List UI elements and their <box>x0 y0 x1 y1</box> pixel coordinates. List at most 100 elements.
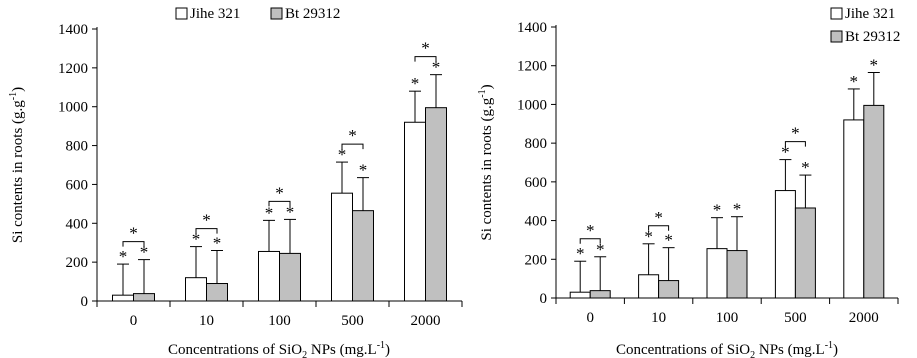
group-significance-star: * <box>791 124 800 143</box>
y-tick-label: 1400 <box>517 20 547 36</box>
x-tick-label: 0 <box>130 313 138 329</box>
comparison-bracket <box>122 241 145 247</box>
y-axis-title-main: Si contents in roots (g.g <box>10 100 26 243</box>
x-axis-title-mid: NPs (mg.L <box>307 342 377 358</box>
significance-star: * <box>265 203 274 222</box>
y-tick-label: 400 <box>66 216 89 232</box>
x-axis-title-main: Concentrations of SiO <box>616 342 750 358</box>
significance-star: * <box>411 74 420 93</box>
comparison-bracket <box>579 238 601 244</box>
y-tick-label: 0 <box>540 291 548 307</box>
comparison-bracket <box>341 143 364 150</box>
comparison-bracket <box>414 56 437 62</box>
legend-label: Bt 29312 <box>285 6 340 22</box>
x-tick-label: 10 <box>651 310 666 326</box>
y-tick-label: 1200 <box>517 59 547 75</box>
legend-label: Jihe 321 <box>845 6 895 22</box>
bar-jihe321 <box>706 248 728 299</box>
bar-jihe321 <box>331 192 353 302</box>
x-tick-label: 2000 <box>849 310 879 326</box>
y-axis-title-end: ) <box>10 87 26 92</box>
legend-label: Bt 29312 <box>845 29 900 45</box>
group-significance-star: * <box>275 183 284 202</box>
group-significance-star: * <box>654 208 663 227</box>
x-tick-label: 100 <box>716 310 739 326</box>
y-tick-label: 200 <box>525 252 548 268</box>
significance-star: * <box>213 233 222 252</box>
bar-bt29312 <box>279 252 301 302</box>
comparison-bracket <box>784 141 806 147</box>
bar-bt29312 <box>425 107 447 302</box>
bar-jihe321 <box>112 294 134 302</box>
x-axis-title: Concentrations of SiO2 NPs (mg.L-1) <box>616 340 838 358</box>
group-significance-star: * <box>586 221 595 240</box>
bar-bt29312 <box>726 250 748 299</box>
x-axis-title-sup: -1 <box>825 340 833 351</box>
bar-bt29312 <box>133 293 155 302</box>
y-tick-label: 800 <box>66 139 89 155</box>
x-axis-title-main: Concentrations of SiO <box>168 342 302 358</box>
y-axis-title-end: ) <box>479 84 495 89</box>
x-axis-title-end: ) <box>833 342 838 358</box>
significance-star: * <box>850 72 859 91</box>
bar-bt29312 <box>794 207 816 299</box>
y-axis-title: Si contents in roots (g.g-1) <box>477 84 495 240</box>
legend: Jihe 321 Bt 29312 <box>830 6 900 45</box>
y-tick-label: 600 <box>66 177 89 193</box>
significance-star: * <box>359 161 368 180</box>
y-tick-label: 200 <box>66 255 89 271</box>
significance-star: * <box>713 201 722 220</box>
significance-star: * <box>286 202 295 221</box>
significance-star: * <box>576 244 585 263</box>
bar-bt29312 <box>352 210 374 302</box>
y-tick-label: 1000 <box>58 100 88 116</box>
comparison-bracket <box>268 200 291 207</box>
group-significance-star: * <box>421 39 430 58</box>
x-axis-title-mid: NPs (mg.L <box>755 342 825 358</box>
x-axis-title-sub: 2 <box>302 350 307 358</box>
legend-swatch <box>830 7 843 20</box>
bar-jihe321 <box>638 274 660 299</box>
bar-jihe321 <box>258 250 280 302</box>
legend-label: Jihe 321 <box>190 6 240 22</box>
significance-star: * <box>140 243 149 262</box>
significance-star: * <box>596 240 605 259</box>
significance-star: * <box>664 231 673 250</box>
bar-bt29312 <box>206 283 228 302</box>
x-tick-label: 10 <box>199 313 214 329</box>
significance-star: * <box>644 227 653 246</box>
x-axis-title-sub: 2 <box>750 350 755 358</box>
significance-star: * <box>733 200 742 219</box>
x-tick-label: 2000 <box>411 313 441 329</box>
y-tick-label: 800 <box>525 136 548 152</box>
group-significance-star: * <box>348 126 357 145</box>
y-axis-title-sup: -1 <box>8 92 19 100</box>
bar-bt29312 <box>589 290 611 299</box>
y-tick-label: 1400 <box>58 22 88 38</box>
y-axis-title-sup: -1 <box>477 89 488 97</box>
x-axis-title: Concentrations of SiO2 NPs (mg.L-1) <box>168 340 390 358</box>
y-tick-label: 600 <box>525 175 548 191</box>
significance-star: * <box>338 145 347 164</box>
legend: Jihe 321 Bt 29312 <box>175 6 340 22</box>
legend-swatch <box>175 7 188 20</box>
group-significance-star: * <box>129 224 138 243</box>
group-significance-star: * <box>202 211 211 230</box>
y-axis-title-main: Si contents in roots (g.g <box>479 97 495 240</box>
y-tick-label: 1200 <box>58 61 88 77</box>
legend-swatch <box>270 7 283 20</box>
x-tick-label: 0 <box>586 310 594 326</box>
x-tick-label: 100 <box>268 313 291 329</box>
significance-star: * <box>432 58 441 77</box>
significance-star: * <box>781 143 790 162</box>
bar-jihe321 <box>774 190 796 299</box>
significance-star: * <box>119 247 128 266</box>
bar-jihe321 <box>185 277 207 302</box>
bar-jihe321 <box>404 121 426 302</box>
x-axis-title-end: ) <box>385 342 390 358</box>
significance-star: * <box>870 55 879 74</box>
legend-swatch <box>830 30 843 43</box>
y-tick-label: 400 <box>525 214 548 230</box>
